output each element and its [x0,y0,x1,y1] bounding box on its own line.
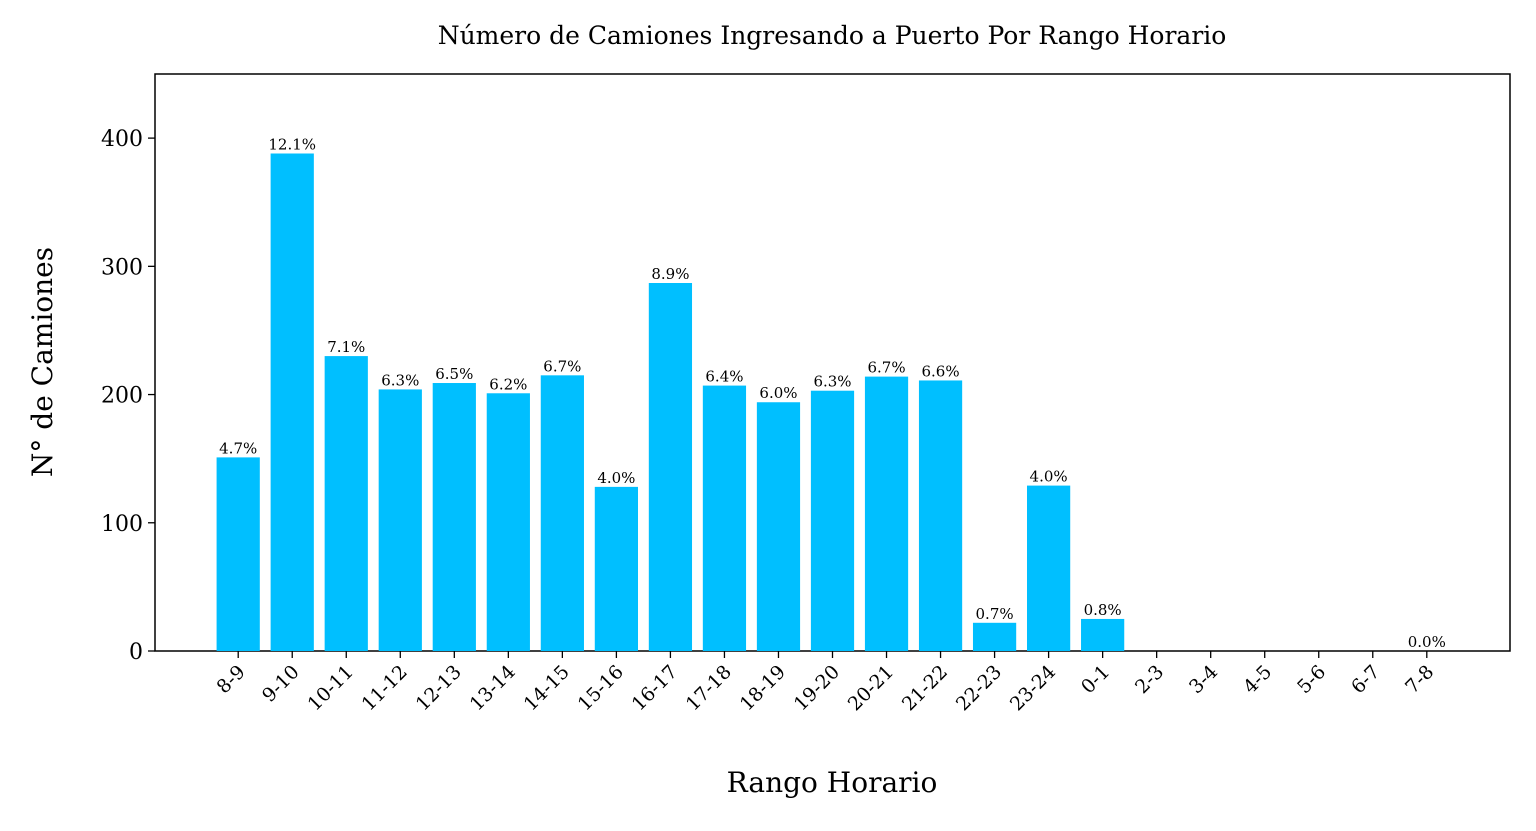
x-tick-label: 22-23 [952,661,1006,715]
value-label: 6.4% [705,368,743,386]
bar [972,622,1017,651]
x-tick-label: 13-14 [466,661,520,715]
x-tick-label: 8-9 [213,661,250,698]
bar [864,376,909,651]
value-label: 6.7% [867,359,905,377]
value-label: 4.0% [597,469,635,487]
y-tick-label: 200 [101,384,143,409]
bar [378,389,422,651]
bar [756,402,801,651]
x-tick-label: 15-16 [574,661,628,715]
x-tick-label: 16-17 [628,661,682,715]
value-label: 4.0% [1030,468,1068,486]
bar [918,380,963,651]
x-tick-label: 7-8 [1401,661,1438,698]
chart-title: Número de Camiones Ingresando a Puerto P… [438,21,1227,50]
bar [486,393,530,651]
value-label: 6.7% [543,357,581,375]
y-tick-label: 0 [129,640,143,665]
y-tick-label: 300 [101,255,143,280]
value-label: 6.6% [921,362,959,380]
x-tick-label: 10-11 [303,661,357,715]
bar [1026,485,1071,651]
x-tick-label: 9-10 [258,661,304,707]
y-tick-label: 100 [101,512,143,537]
x-tick-label: 19-20 [790,661,844,715]
x-tick-label: 3-4 [1185,661,1222,698]
bar [702,385,747,651]
x-tick-label: 18-19 [736,661,790,715]
value-label: 8.9% [651,265,689,283]
y-axis-label: N° de Camiones [26,247,59,477]
x-tick-label: 23-24 [1006,661,1060,715]
value-label: 6.2% [489,375,527,393]
bar [810,390,855,651]
x-tick-label: 17-18 [682,661,736,715]
x-tick-label: 20-21 [844,661,898,715]
x-tick-label: 2-3 [1131,661,1168,698]
x-tick-label: 4-5 [1239,661,1276,698]
bar [216,457,260,651]
value-label: 0.7% [976,605,1014,623]
bar [324,356,368,651]
y-tick-label: 400 [101,127,143,152]
bar [270,153,314,651]
bar [648,283,693,651]
x-tick-label: 21-22 [898,661,952,715]
x-tick-label: 6-7 [1347,661,1384,698]
x-axis-label: Rango Horario [727,766,938,799]
x-tick-label: 5-6 [1293,661,1330,698]
value-label: 6.3% [381,371,419,389]
value-label: 0.8% [1084,601,1122,619]
value-label: 6.3% [813,373,851,391]
bar [1081,618,1125,651]
bar [594,486,639,651]
x-tick-label: 11-12 [358,661,412,715]
value-label: 7.1% [327,338,365,356]
value-label: 0.0% [1408,633,1446,651]
value-label: 4.7% [219,439,257,457]
x-tick-label: 12-13 [412,661,466,715]
x-tick-label: 14-15 [520,661,574,715]
bar [432,383,476,651]
value-label: 12.1% [268,135,316,153]
value-label: 6.5% [435,365,473,383]
value-label: 6.0% [759,384,797,402]
bar [540,375,584,651]
x-tick-label: 0-1 [1077,661,1114,698]
